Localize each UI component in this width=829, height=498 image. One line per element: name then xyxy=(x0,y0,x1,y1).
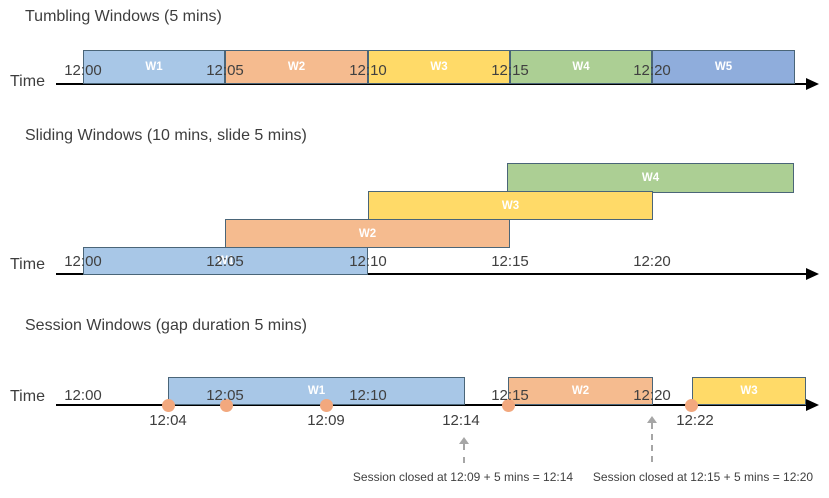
window-box: W2 xyxy=(225,50,368,84)
diagram-title: Sliding Windows (10 mins, slide 5 mins) xyxy=(25,127,307,144)
window-box: W4 xyxy=(507,163,794,193)
time-axis-label: Time xyxy=(10,256,45,273)
axis-tick-label: 12:15 xyxy=(491,253,529,270)
closure-annotation: Session closed at 12:09 + 5 mins = 12:14 xyxy=(352,470,574,484)
window-box: W2 xyxy=(225,219,510,248)
window-box: W3 xyxy=(368,191,653,220)
window-label: W2 xyxy=(287,61,306,73)
event-dot xyxy=(684,398,698,412)
closure-annotation: Session closed at 12:15 + 5 mins = 12:20 xyxy=(592,470,814,484)
diagram-title: Tumbling Windows (5 mins) xyxy=(25,8,222,25)
event-dot xyxy=(161,398,175,412)
window-box: W5 xyxy=(652,50,795,84)
window-label: W1 xyxy=(307,385,326,397)
event-dot xyxy=(219,398,233,412)
window-box: W4 xyxy=(510,50,652,84)
window-box: W1 xyxy=(168,377,465,405)
axis-tick-label: 12:20 xyxy=(633,62,671,79)
axis-tick-label: 12:00 xyxy=(64,387,102,404)
event-dot xyxy=(319,398,333,412)
window-box: W3 xyxy=(692,377,806,405)
window-label: W2 xyxy=(571,385,590,397)
time-axis-label: Time xyxy=(10,388,45,405)
time-axis xyxy=(56,83,806,85)
closure-arrow-icon xyxy=(647,416,657,462)
event-time-label: 12:22 xyxy=(676,412,714,429)
window-label: W4 xyxy=(572,61,590,73)
axis-tick-label: 12:00 xyxy=(64,62,102,79)
window-box: W1 xyxy=(83,50,225,84)
event-time-label: 12:09 xyxy=(307,412,345,429)
axis-tick-label: 12:05 xyxy=(206,62,244,79)
axis-tick-label: 12:10 xyxy=(349,387,387,404)
time-axis xyxy=(56,404,806,406)
arrow-up-icon xyxy=(459,437,469,444)
window-label: W3 xyxy=(740,385,758,397)
dashed-stem xyxy=(651,423,653,462)
window-label: W5 xyxy=(714,61,733,73)
arrow-up-icon xyxy=(647,416,657,423)
window-label: W3 xyxy=(430,61,448,73)
event-time-label: 12:14 xyxy=(442,412,480,429)
event-time-label: 12:04 xyxy=(149,412,187,429)
window-box: W1 xyxy=(83,247,368,275)
axis-tick-label: 12:10 xyxy=(349,62,387,79)
window-box: W3 xyxy=(368,50,510,84)
window-label: W3 xyxy=(501,199,520,212)
window-box: W2 xyxy=(508,377,653,405)
axis-tick-label: 12:05 xyxy=(206,387,244,404)
closure-arrow-icon xyxy=(459,437,469,463)
time-axis-arrowhead-icon xyxy=(806,268,819,280)
window-label: W2 xyxy=(358,227,377,240)
window-label: W4 xyxy=(641,172,660,184)
event-dot xyxy=(501,398,515,412)
dashed-stem xyxy=(463,444,465,463)
axis-tick-label: 12:00 xyxy=(64,253,102,270)
axis-tick-label: 12:15 xyxy=(491,62,529,79)
axis-tick-label: 12:15 xyxy=(491,387,529,404)
time-axis-label: Time xyxy=(10,73,45,90)
diagram-title: Session Windows (gap duration 5 mins) xyxy=(25,317,307,334)
time-axis-arrowhead-icon xyxy=(806,78,819,90)
axis-tick-label: 12:10 xyxy=(349,253,387,270)
window-label: W1 xyxy=(145,61,163,73)
window-label: W1 xyxy=(216,255,235,267)
time-axis-arrowhead-icon xyxy=(806,399,819,411)
axis-tick-label: 12:20 xyxy=(633,387,671,404)
time-axis xyxy=(56,273,806,275)
axis-tick-label: 12:20 xyxy=(633,253,671,270)
axis-tick-label: 12:05 xyxy=(206,253,244,270)
